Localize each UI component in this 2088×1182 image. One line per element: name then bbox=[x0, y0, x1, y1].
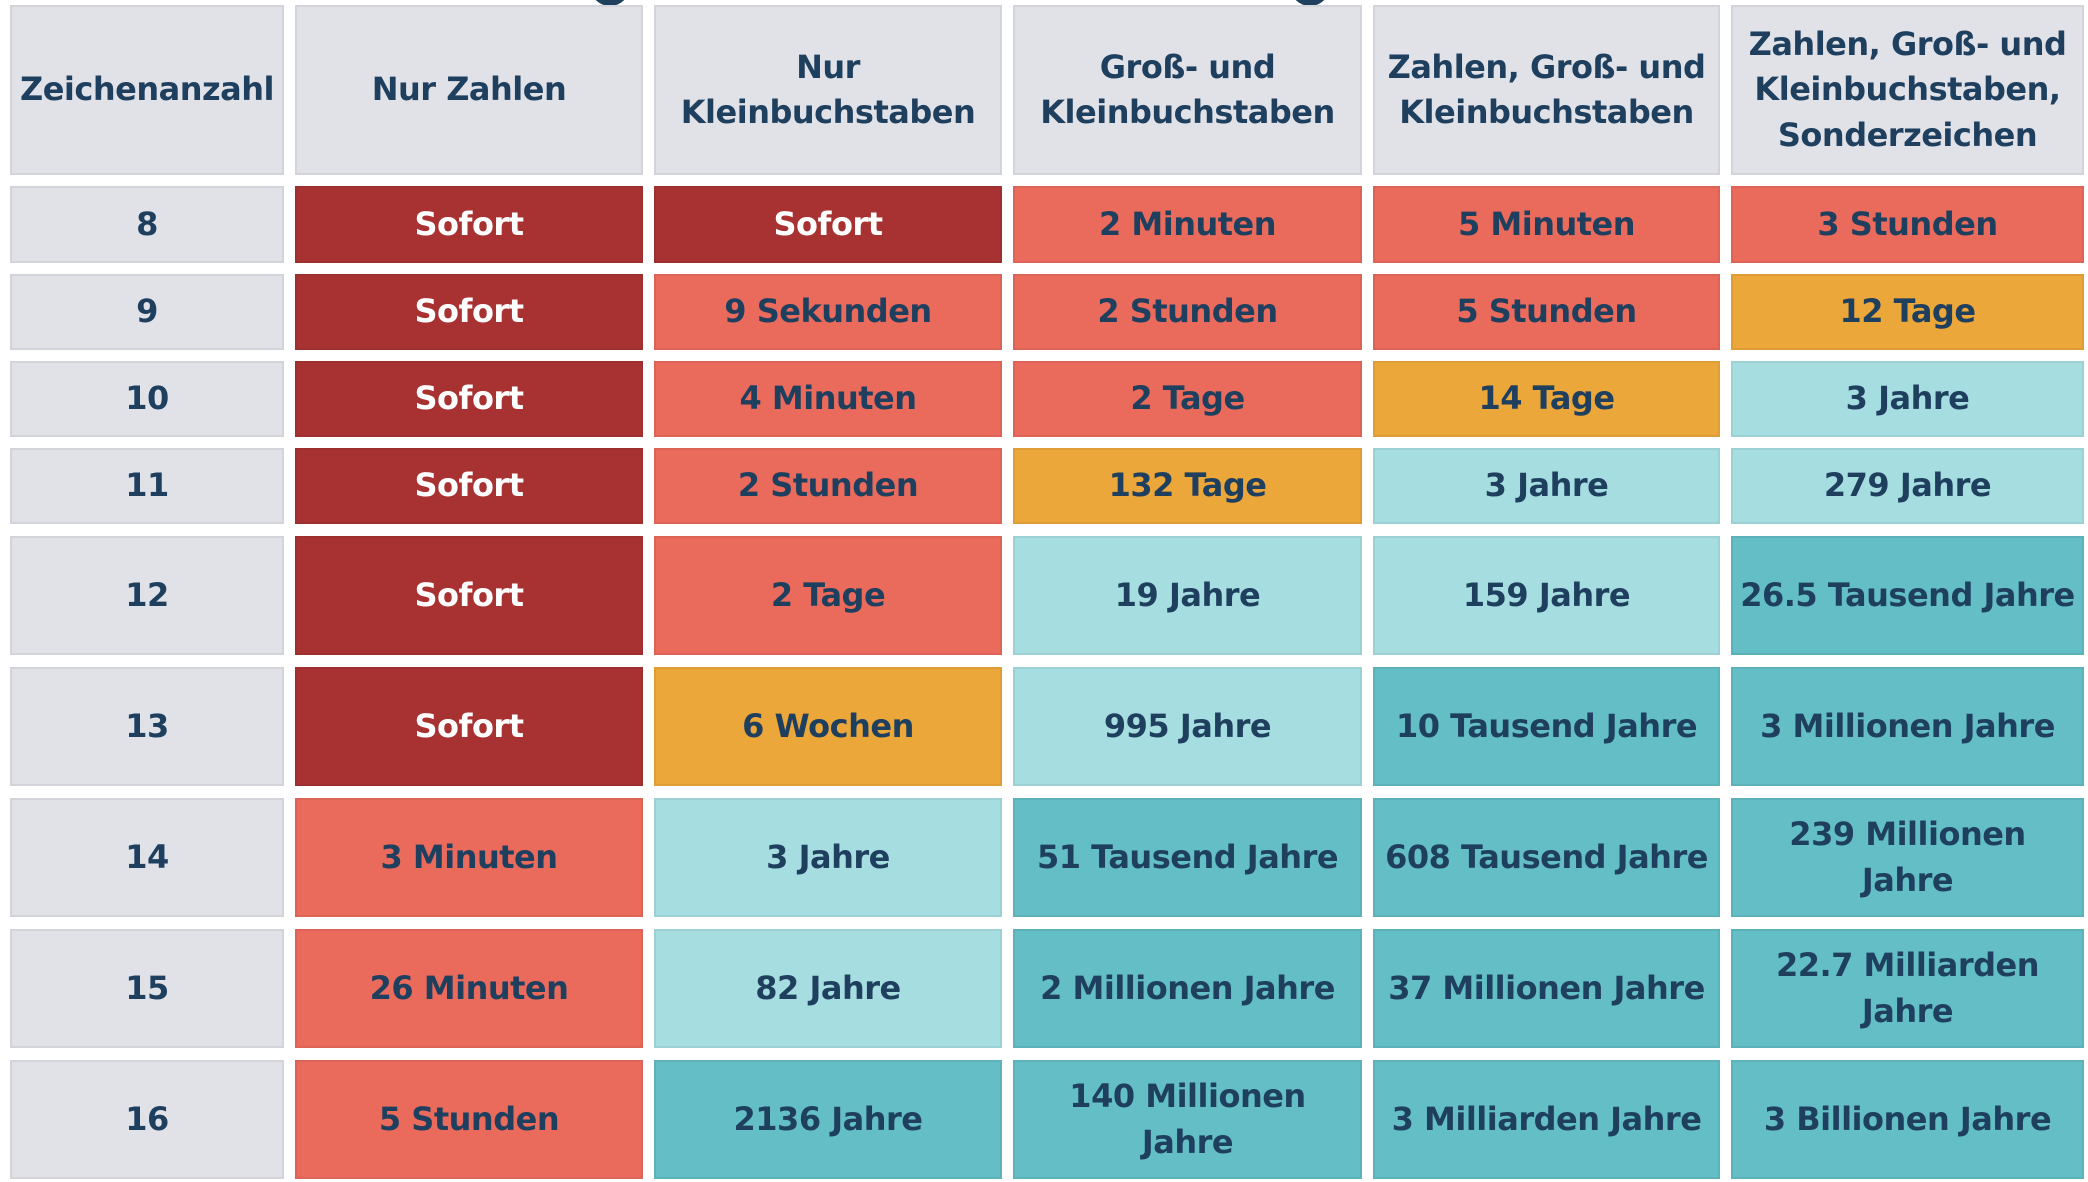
row-label-chars: 14 bbox=[10, 798, 284, 917]
table-cell: 82 Jahre bbox=[654, 929, 1002, 1048]
table-cell: 995 Jahre bbox=[1013, 667, 1362, 786]
table-cell: 4 Minuten bbox=[654, 361, 1002, 437]
table-cell: 2 Minuten bbox=[1013, 186, 1362, 263]
column-header: Nur Kleinbuchstaben bbox=[654, 5, 1002, 175]
table-cell: 3 Jahre bbox=[1373, 448, 1720, 524]
title-remnant bbox=[560, 0, 1360, 6]
table-cell: 3 Jahre bbox=[1731, 361, 2084, 437]
row-label-chars: 8 bbox=[10, 186, 284, 263]
table-cell: 12 Tage bbox=[1731, 274, 2084, 350]
table-cell: Sofort bbox=[295, 667, 643, 786]
row-label-chars: 15 bbox=[10, 929, 284, 1048]
table-cell: Sofort bbox=[295, 448, 643, 524]
table-cell: 279 Jahre bbox=[1731, 448, 2084, 524]
table-cell: 2 Tage bbox=[1013, 361, 1362, 437]
table-cell: 159 Jahre bbox=[1373, 536, 1720, 655]
table-cell: 2 Stunden bbox=[654, 448, 1002, 524]
table-cell: 26.5 Tausend Jahre bbox=[1731, 536, 2084, 655]
table-cell: 3 Milliarden Jahre bbox=[1373, 1060, 1720, 1179]
table-cell: 9 Sekunden bbox=[654, 274, 1002, 350]
table-cell: 51 Tausend Jahre bbox=[1013, 798, 1362, 917]
table-cell: 10 Tausend Jahre bbox=[1373, 667, 1720, 786]
table-cell: 3 Millionen Jahre bbox=[1731, 667, 2084, 786]
column-header: Zahlen, Groß- und Kleinbuchstaben bbox=[1373, 5, 1720, 175]
row-label-chars: 10 bbox=[10, 361, 284, 437]
table-cell: 5 Stunden bbox=[1373, 274, 1720, 350]
row-label-chars: 13 bbox=[10, 667, 284, 786]
row-label-chars: 12 bbox=[10, 536, 284, 655]
table-cell: Sofort bbox=[295, 361, 643, 437]
table-cell: 3 Jahre bbox=[654, 798, 1002, 917]
row-label-chars: 16 bbox=[10, 1060, 284, 1179]
row-label-chars: 11 bbox=[10, 448, 284, 524]
table-cell: Sofort bbox=[654, 186, 1002, 263]
column-header: Zahlen, Groß- und Kleinbuchstaben, Sonderz… bbox=[1731, 5, 2084, 175]
table-cell: 5 Stunden bbox=[295, 1060, 643, 1179]
column-header: Nur Zahlen bbox=[295, 5, 643, 175]
row-label-chars: 9 bbox=[10, 274, 284, 350]
column-header: Groß- und Kleinbuchstaben bbox=[1013, 5, 1362, 175]
table-cell: 132 Tage bbox=[1013, 448, 1362, 524]
table-cell: 2 Stunden bbox=[1013, 274, 1362, 350]
table-cell: 2 Millionen Jahre bbox=[1013, 929, 1362, 1048]
table-cell: Sofort bbox=[295, 536, 643, 655]
table-cell: 26 Minuten bbox=[295, 929, 643, 1048]
table-cell: 239 Millionen Jahre bbox=[1731, 798, 2084, 917]
column-header: Zeichenanzahl bbox=[10, 5, 284, 175]
table-cell: Sofort bbox=[295, 186, 643, 263]
table-cell: Sofort bbox=[295, 274, 643, 350]
table-cell: 14 Tage bbox=[1373, 361, 1720, 437]
table-cell: 3 Stunden bbox=[1731, 186, 2084, 263]
table-cell: 6 Wochen bbox=[654, 667, 1002, 786]
table-cell: 5 Minuten bbox=[1373, 186, 1720, 263]
table-cell: 19 Jahre bbox=[1013, 536, 1362, 655]
table-cell: 22.7 Milliarden Jahre bbox=[1731, 929, 2084, 1048]
table-cell: 3 Billionen Jahre bbox=[1731, 1060, 2084, 1179]
table-cell: 3 Minuten bbox=[295, 798, 643, 917]
table-cell: 37 Millionen Jahre bbox=[1373, 929, 1720, 1048]
table-cell: 140 Millionen Jahre bbox=[1013, 1060, 1362, 1179]
table-cell: 2136 Jahre bbox=[654, 1060, 1002, 1179]
table-cell: 2 Tage bbox=[654, 536, 1002, 655]
table-cell: 608 Tausend Jahre bbox=[1373, 798, 1720, 917]
